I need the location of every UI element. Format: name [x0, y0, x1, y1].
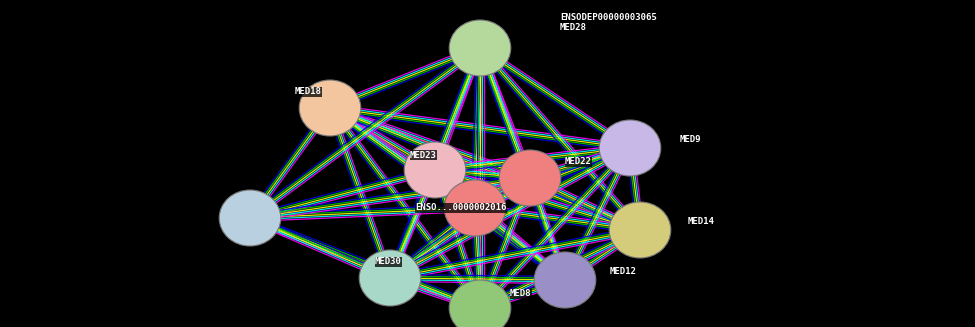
Text: MED8: MED8 — [510, 289, 531, 299]
Ellipse shape — [299, 80, 361, 136]
Text: MED22: MED22 — [565, 158, 592, 166]
Ellipse shape — [449, 280, 511, 327]
Text: MED30: MED30 — [375, 257, 402, 267]
Ellipse shape — [609, 202, 671, 258]
Ellipse shape — [445, 180, 506, 236]
Ellipse shape — [219, 190, 281, 246]
Text: MED23: MED23 — [410, 150, 437, 160]
Ellipse shape — [600, 120, 661, 176]
Ellipse shape — [405, 142, 466, 198]
Ellipse shape — [499, 150, 561, 206]
Text: MED18: MED18 — [295, 88, 322, 96]
Ellipse shape — [359, 250, 421, 306]
Ellipse shape — [449, 20, 511, 76]
Text: MED12: MED12 — [610, 267, 637, 277]
Text: MED9: MED9 — [680, 135, 701, 145]
Text: MED14: MED14 — [688, 217, 715, 227]
Text: ENSODEP00000003065: ENSODEP00000003065 — [560, 13, 657, 22]
Text: ENSO...0000002016: ENSO...0000002016 — [415, 203, 506, 213]
Text: MED28: MED28 — [560, 23, 587, 32]
Ellipse shape — [534, 252, 596, 308]
